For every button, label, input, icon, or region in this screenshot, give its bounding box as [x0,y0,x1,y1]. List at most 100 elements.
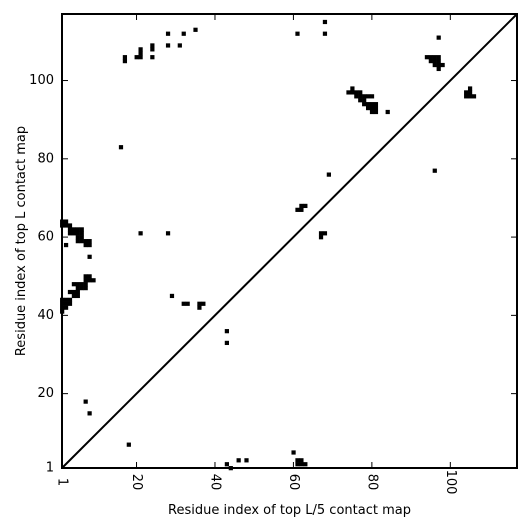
contact-point [138,55,143,60]
contact-point [150,55,155,60]
contact-point [362,94,367,99]
y-tick-label: 60 [37,230,54,245]
contact-point [303,462,308,467]
contact-point [87,254,92,259]
contact-point [177,43,182,48]
y-axis-title: Residue index of top L contact map [14,126,29,356]
contact-point [169,293,175,299]
contact-point [122,59,128,64]
contact-point [181,31,186,36]
contact-point [79,282,84,287]
contact-point [87,411,92,416]
contact-point [467,90,473,95]
contact-point [369,105,375,111]
contact-point [224,462,229,467]
contact-point [295,458,300,463]
contact-point [138,51,143,56]
contact-point [436,59,441,64]
contact-point [299,458,304,463]
contact-point [197,301,202,306]
plot-frame [61,13,518,469]
data-points [60,19,477,471]
contact-point [75,282,80,287]
contact-point [303,203,308,209]
contact-point [71,289,77,295]
contact-point [87,239,92,244]
contact-point [365,94,371,99]
contact-point [138,231,143,236]
contact-point [318,231,324,236]
x-tick-label: 1 [55,478,70,486]
contact-point [67,227,73,232]
contact-point [354,90,359,95]
contact-point [224,329,229,334]
contact-point [464,90,469,95]
contact-point [346,90,351,95]
contact-point [464,94,469,99]
contact-point [126,442,131,447]
contact-point [358,94,363,99]
contact-point [436,66,441,72]
contact-point [432,62,437,68]
contact-point [79,286,84,291]
contact-point [87,274,92,279]
contact-point [299,207,304,212]
contact-point [71,231,77,236]
contact-point [83,242,88,248]
contact-point [122,55,128,60]
contact-point [75,293,80,299]
contact-point [244,458,249,463]
contact-point [83,274,88,279]
contact-point [83,239,88,244]
contact-point [428,59,433,64]
contact-point [299,203,304,209]
x-tick-label: 100 [443,470,458,495]
contact-point [365,105,371,111]
y-tick-label: 1 [46,461,54,476]
contact-point [79,227,84,232]
x-tick-label: 80 [364,474,379,491]
contact-point [432,168,437,173]
contact-point [87,278,92,283]
contact-point [471,94,477,99]
contact-point [79,235,84,240]
contact-point [63,305,69,310]
contact-point [71,227,77,232]
contact-point [326,172,331,177]
contact-point [83,399,88,404]
contact-point [224,340,229,346]
contact-point [185,301,190,306]
contact-point [75,235,80,240]
diagonal-line [61,13,518,469]
contact-point [358,90,363,95]
contact-point [362,98,367,103]
contact-point [322,31,328,36]
contact-point [150,43,155,48]
contact-point [138,47,143,52]
x-tick-label: 60 [286,474,301,491]
contact-point [63,297,69,302]
contact-point [63,301,69,306]
contact-point [295,462,300,467]
contact-point [385,109,390,115]
contact-point [322,19,328,25]
contact-point [63,219,69,224]
contact-point [63,242,69,248]
contact-point [440,62,445,68]
contact-point [181,301,186,306]
contact-point [71,282,77,287]
contact-point [67,223,73,228]
contact-point [118,145,124,150]
contact-point [373,102,379,107]
contact-point [358,98,363,103]
y-tick-label: 80 [37,151,54,166]
contact-point [201,301,206,306]
contact-point [295,207,300,212]
contact-point [436,35,441,40]
contact-point [350,90,355,95]
contact-point [134,55,139,60]
contact-point [71,293,77,299]
x-tick-label: 20 [129,474,144,491]
contact-point [79,239,84,244]
